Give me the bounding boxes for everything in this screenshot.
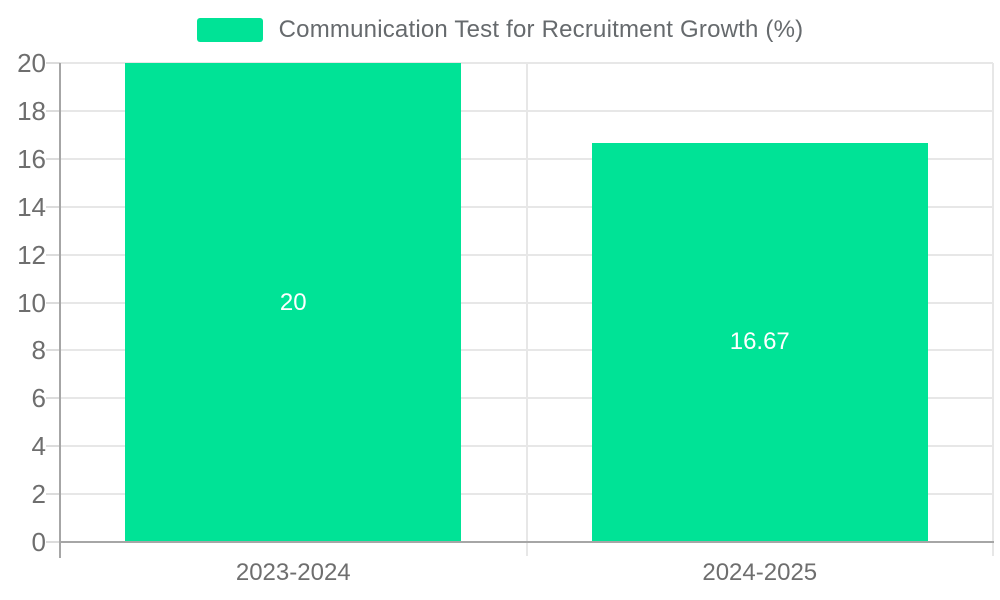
- y-axis-tick-label: 2: [31, 479, 46, 510]
- y-tick-mark: [46, 109, 60, 112]
- y-axis-tick-label: 18: [17, 95, 46, 126]
- x-axis-tick-label: 2024-2025: [702, 559, 818, 586]
- bar-2024-2025[interactable]: [591, 142, 928, 542]
- y-tick-mark: [46, 445, 60, 448]
- legend-swatch-icon: [196, 18, 263, 42]
- x-gridline: [992, 63, 994, 556]
- legend-label: Communication Test for Recruitment Growt…: [278, 16, 804, 43]
- y-axis-tick-label: 6: [31, 383, 46, 414]
- y-tick-mark: [46, 62, 60, 64]
- y-axis-tick-label: 16: [17, 143, 46, 174]
- y-tick-mark: [46, 541, 60, 543]
- x-gridline: [525, 63, 528, 556]
- y-axis-tick-label: 12: [17, 239, 46, 270]
- y-axis-tick-label: 8: [31, 335, 46, 366]
- y-tick-mark: [46, 397, 60, 400]
- x-axis-tick-label: 2023-2024: [235, 559, 351, 586]
- y-axis-tick-label: 10: [17, 287, 46, 318]
- y-tick-mark: [46, 205, 60, 208]
- y-axis-tick-label: 4: [31, 431, 46, 462]
- y-axis-tick-label: 20: [17, 48, 46, 78]
- bar-2023-2024[interactable]: [125, 63, 462, 542]
- y-axis-tick-label: 14: [17, 191, 46, 222]
- x-axis-line: [59, 541, 994, 543]
- y-tick-mark: [46, 349, 60, 352]
- chart-legend[interactable]: Communication Test for Recruitment Growt…: [0, 16, 1000, 44]
- y-axis-tick-label: 0: [31, 527, 46, 557]
- y-tick-mark: [46, 157, 60, 160]
- y-tick-mark: [46, 301, 60, 304]
- y-tick-mark: [46, 493, 60, 496]
- y-tick-mark: [46, 253, 60, 256]
- y-axis-line: [59, 63, 61, 558]
